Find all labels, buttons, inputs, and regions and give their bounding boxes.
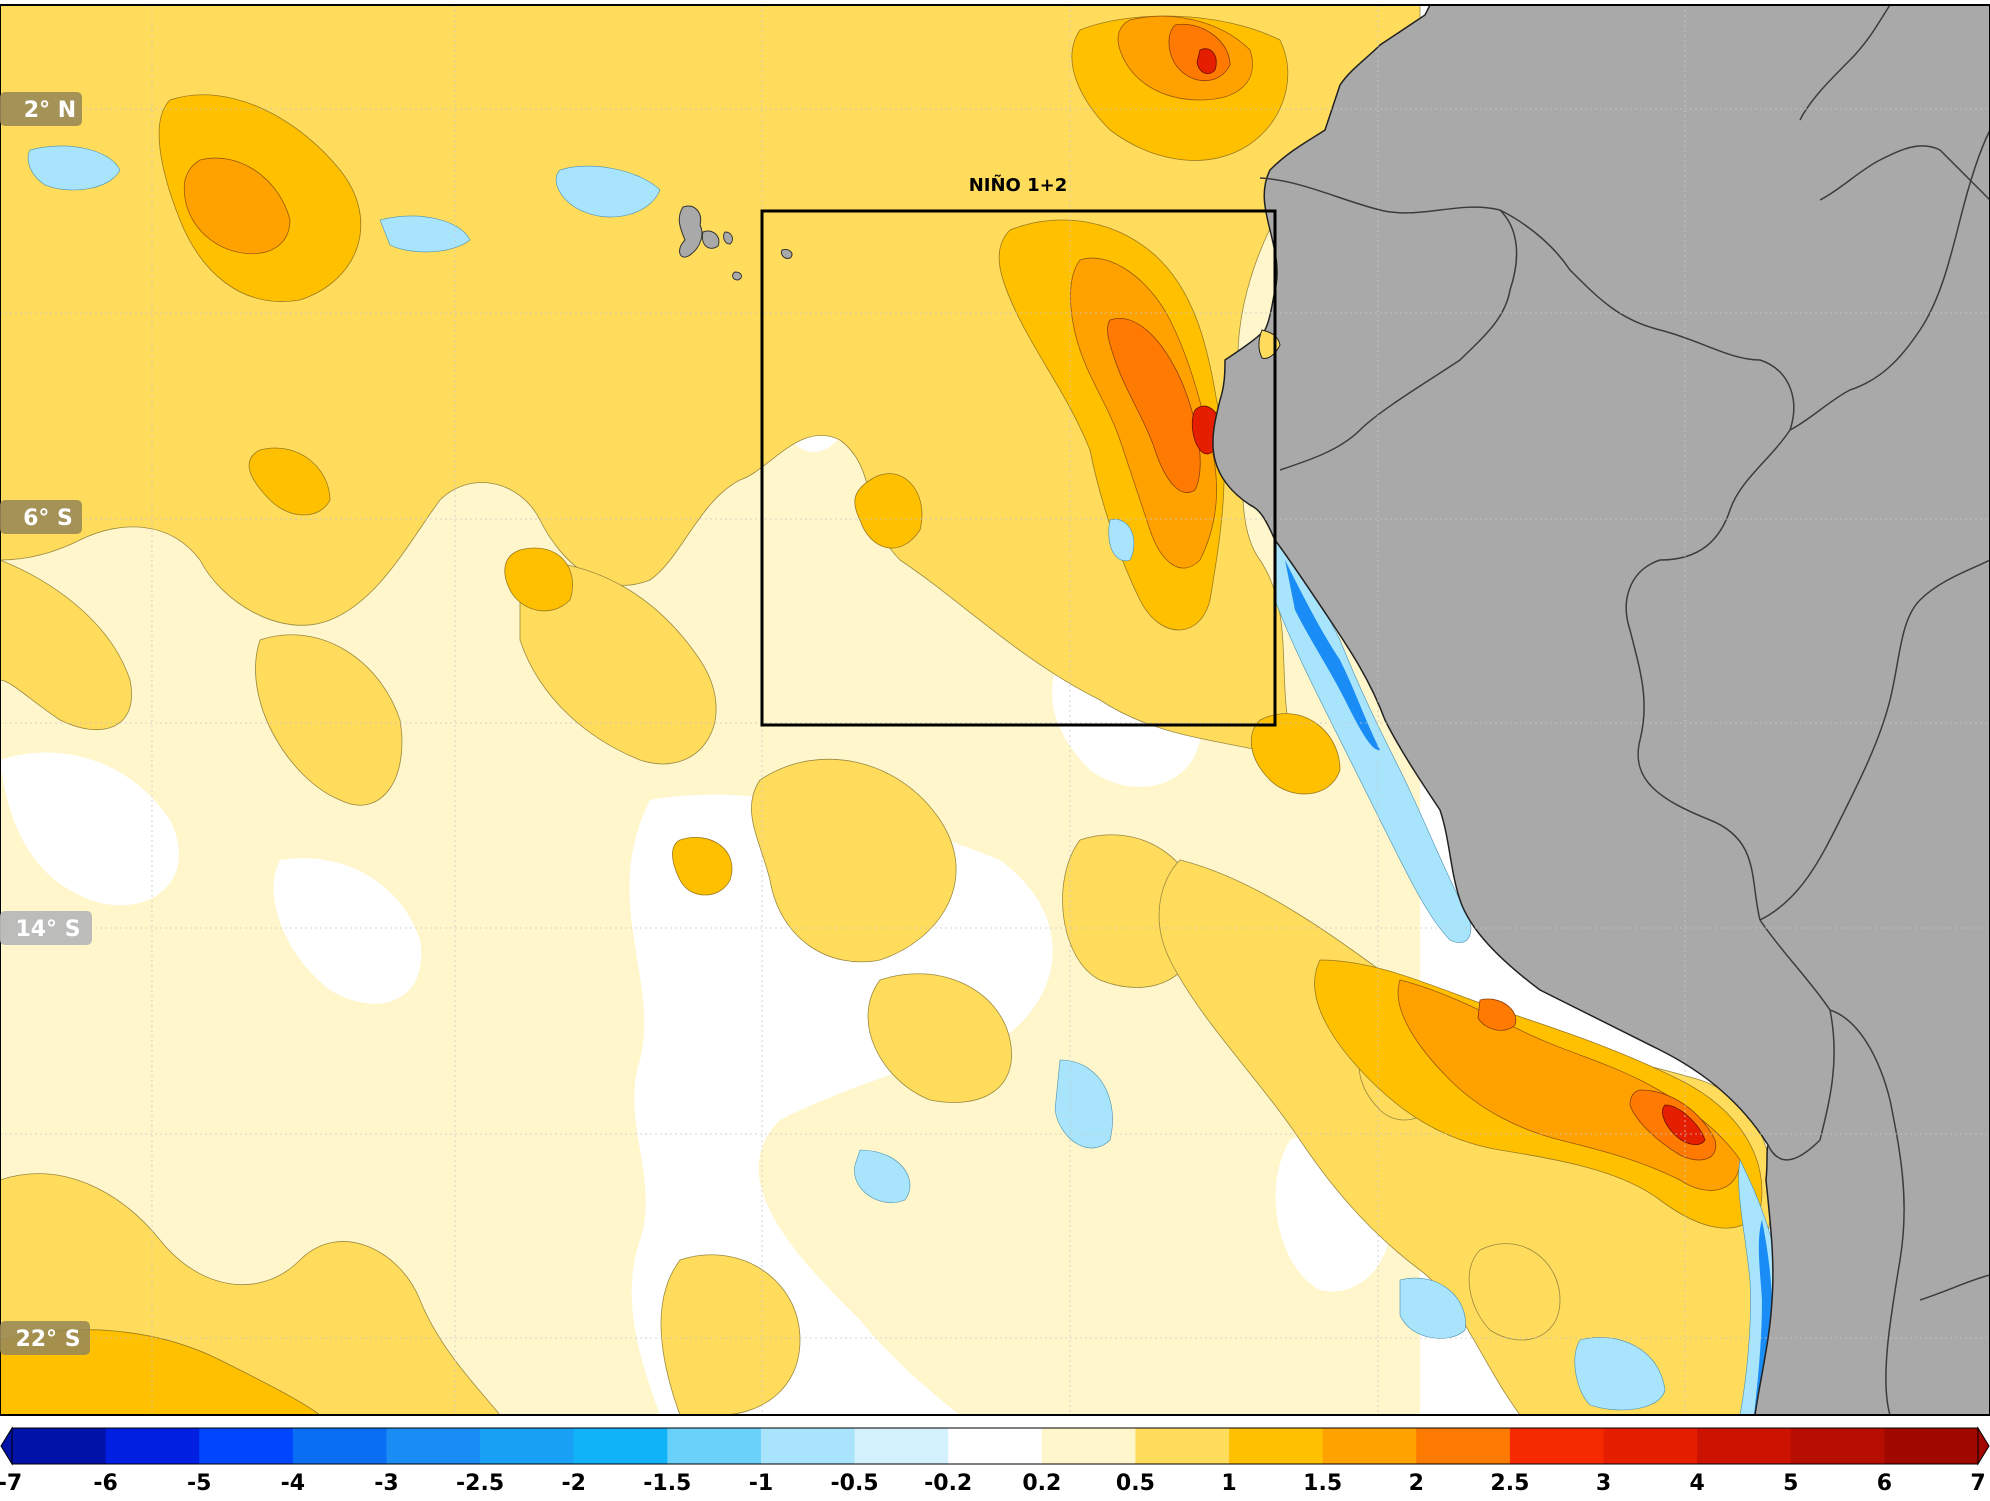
lat-label-2n-text: 2° N (24, 98, 76, 123)
colorbar-tick-label: 2 (1409, 1471, 1424, 1496)
colorbar-tick-label: 3 (1596, 1471, 1611, 1496)
country-borders (1259, 5, 1990, 1415)
colorbar-tick-label: 6 (1877, 1471, 1892, 1496)
colorbar-segment (1229, 1428, 1324, 1464)
colorbar-arrow-right (1977, 1426, 1990, 1466)
colorbar-segments (0, 1426, 1990, 1466)
colorbar-tick-label: -1.5 (643, 1471, 691, 1496)
colorbar-tick-label: -5 (187, 1471, 211, 1496)
colorbar-segment (1884, 1428, 1979, 1464)
colorbar-segment (573, 1428, 668, 1464)
lat-label-22s-text: 22° S (15, 1327, 80, 1352)
colorbar-tick-label: 0.5 (1116, 1471, 1155, 1496)
galapagos-islands (678, 205, 793, 281)
lat-label-2n: 2° N (0, 92, 82, 126)
colorbar-frame (11, 1427, 1979, 1465)
lat-label-6s-text: 6° S (23, 506, 73, 531)
colorbar-segment (199, 1428, 294, 1464)
colorbar-segment (1603, 1428, 1698, 1464)
colorbar-tick-label: 4 (1689, 1471, 1704, 1496)
colorbar-tick-label: -2.5 (456, 1471, 504, 1496)
colorbar-tick-label: 0.2 (1022, 1471, 1061, 1496)
colorbar-tick-label: -4 (281, 1471, 305, 1496)
colorbar-legend: -7 -6 -5 -4 -3 -2.5 -2 -1.5 -1 -0.5 -0.2 0.2 0.5 1 1.5… (0, 1426, 1990, 1496)
south-america-land (1212, 5, 1990, 1415)
colorbar-tick-label: 1.5 (1303, 1471, 1342, 1496)
colorbar-segment (667, 1428, 762, 1464)
nino-1-2-region: NIÑO 1+2 (760, 173, 1277, 727)
colorbar-segment (948, 1428, 1043, 1464)
colorbar-segment (12, 1428, 107, 1464)
anomaly-contours-moderate (0, 5, 1773, 1415)
colorbar-tick-label: -1 (749, 1471, 773, 1496)
colorbar-tick-label: 2.5 (1490, 1471, 1529, 1496)
colorbar-tick-label: 7 (1970, 1471, 1985, 1496)
nino-1-2-box (760, 209, 1277, 727)
colorbar-segment (386, 1428, 481, 1464)
colorbar-tick-labels: -7 -6 -5 -4 -3 -2.5 -2 -1.5 -1 -0.5 -0.2 0.2 0.5 1 1.5… (0, 1471, 1986, 1496)
colorbar-tick-label: -2 (561, 1471, 585, 1496)
colorbar-segment (105, 1428, 200, 1464)
lat-label-14s-text: 14° S (15, 917, 80, 942)
colorbar-tick-label: -7 (0, 1471, 22, 1496)
colorbar-segment (1041, 1428, 1136, 1464)
colorbar-tick-label: -0.5 (831, 1471, 879, 1496)
map-frame (0, 4, 1990, 1416)
colorbar-segment (292, 1428, 387, 1464)
colorbar-tick-label: 1 (1221, 1471, 1236, 1496)
colorbar-tick-label: -0.2 (924, 1471, 972, 1496)
lat-label-6s: 6° S (0, 500, 82, 534)
colorbar-segment (1416, 1428, 1511, 1464)
colorbar-tick-label: -3 (374, 1471, 398, 1496)
colorbar-tick-label: 5 (1783, 1471, 1798, 1496)
lat-label-14s: 14° S (0, 911, 92, 945)
colorbar-segment (1509, 1428, 1605, 1464)
nino-1-2-label: NIÑO 1+2 (969, 173, 1068, 196)
latitude-labels: 2° N 6° S 14° S 22° S (0, 92, 92, 1355)
colorbar-segment (1790, 1428, 1885, 1464)
colorbar-tick-label: -6 (93, 1471, 117, 1496)
map-area (0, 5, 1990, 1415)
colorbar-segment (1697, 1428, 1792, 1464)
colorbar-segment (1322, 1428, 1417, 1464)
colorbar-segment (854, 1428, 949, 1464)
colorbar-segment (1135, 1428, 1230, 1464)
lat-label-22s: 22° S (0, 1321, 90, 1355)
colorbar-segment (760, 1428, 856, 1464)
colorbar-arrow-left (0, 1426, 13, 1466)
colorbar-segment (480, 1428, 575, 1464)
anomaly-contours-cool (27, 145, 1781, 1415)
